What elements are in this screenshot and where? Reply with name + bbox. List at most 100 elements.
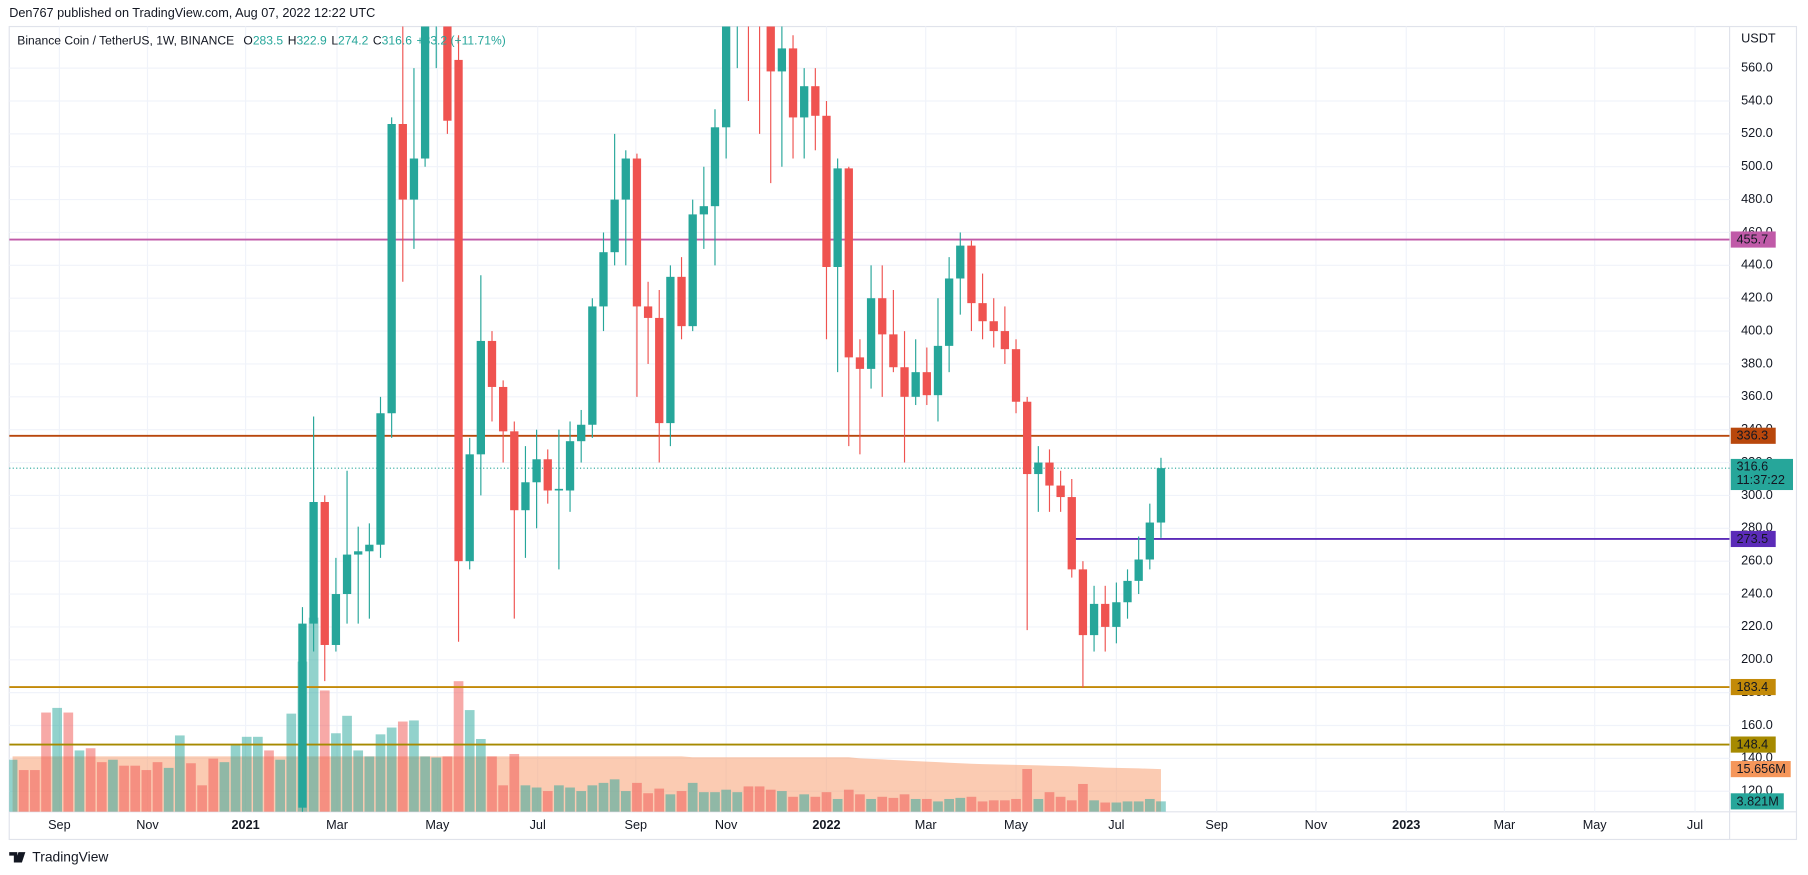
candle-body bbox=[309, 501, 318, 624]
volume-bar bbox=[174, 735, 185, 812]
level-label: 273.5 bbox=[1737, 532, 1769, 546]
x-tick-label: May bbox=[1004, 818, 1029, 832]
volume-bar bbox=[765, 789, 776, 812]
volume-bar bbox=[353, 750, 364, 812]
candle-body bbox=[1000, 331, 1010, 350]
publish-note: Den767 published on TradingView.com, Aug… bbox=[9, 6, 375, 20]
volume-bar bbox=[531, 787, 542, 812]
candle-body bbox=[510, 431, 519, 511]
volume-bar bbox=[598, 782, 609, 812]
volume-bar bbox=[554, 785, 564, 812]
ohlc-label: C bbox=[373, 34, 382, 48]
x-tick-label: Nov bbox=[136, 818, 159, 832]
candle-body bbox=[1101, 603, 1110, 627]
volume-bar bbox=[319, 690, 330, 812]
level-label: 455.7 bbox=[1737, 232, 1769, 246]
volume-bar bbox=[832, 798, 843, 812]
candle-body bbox=[1145, 522, 1154, 560]
y-tick-label: 200.0 bbox=[1741, 652, 1773, 666]
candle-body bbox=[632, 158, 642, 307]
level-label-box bbox=[1730, 231, 1776, 248]
volume-bar bbox=[933, 801, 943, 812]
x-tick-label: Jul bbox=[530, 818, 546, 832]
level-label-box bbox=[1730, 736, 1776, 753]
y-tick-label: 380.0 bbox=[1741, 356, 1773, 370]
volume-bar bbox=[9, 759, 18, 812]
candle-body bbox=[721, 26, 731, 128]
x-tick-label: Nov bbox=[715, 818, 738, 832]
volume-bar bbox=[977, 801, 988, 812]
candle-body bbox=[331, 594, 341, 645]
volume-bar bbox=[331, 733, 341, 812]
candle-body bbox=[498, 386, 508, 432]
candle-body bbox=[1023, 401, 1032, 475]
candle-body bbox=[1011, 349, 1021, 402]
volume-bar bbox=[163, 767, 174, 812]
candle-body bbox=[320, 501, 329, 645]
volume-bar bbox=[1122, 801, 1133, 812]
volume-bar bbox=[944, 798, 954, 812]
candle-body bbox=[398, 124, 407, 200]
candle-body bbox=[354, 551, 363, 555]
candle-body bbox=[688, 214, 697, 327]
candle-body bbox=[521, 482, 530, 511]
y-tick-label: 500.0 bbox=[1741, 159, 1773, 173]
candle-body bbox=[710, 127, 720, 207]
candle-body bbox=[565, 441, 575, 491]
y-tick-label: 360.0 bbox=[1741, 389, 1773, 403]
volume-bar bbox=[754, 786, 765, 812]
volume-bar bbox=[453, 681, 464, 812]
candle-body bbox=[588, 306, 597, 425]
level-label-box bbox=[1730, 530, 1776, 548]
volume-bar bbox=[364, 756, 375, 812]
countdown-label: 11:37:22 bbox=[1737, 473, 1785, 487]
candle-body bbox=[532, 459, 541, 483]
candle-body bbox=[978, 303, 987, 322]
candle-body bbox=[387, 124, 396, 414]
candle-body bbox=[833, 168, 842, 267]
volume-bar bbox=[186, 763, 196, 812]
volume-bar bbox=[988, 800, 999, 812]
volume-bar bbox=[542, 791, 553, 812]
horizontal-levels bbox=[9, 238, 1730, 746]
level-label: 183.4 bbox=[1737, 680, 1769, 694]
level-label-box bbox=[1730, 678, 1776, 696]
volume-bar bbox=[565, 787, 575, 812]
low-value: 274.2 bbox=[338, 34, 369, 48]
candle-body bbox=[889, 334, 898, 368]
candle-body bbox=[878, 298, 887, 335]
volume-bar bbox=[676, 791, 687, 812]
volume-bar bbox=[888, 797, 899, 812]
volume-bar bbox=[119, 765, 129, 812]
volume-bar bbox=[609, 779, 620, 812]
volume-bar bbox=[1111, 802, 1122, 812]
candle-body bbox=[900, 367, 909, 397]
ohlc-label: O bbox=[243, 34, 252, 48]
candle-body bbox=[1089, 603, 1099, 636]
candle-body bbox=[1112, 602, 1121, 627]
candle-body bbox=[1045, 462, 1054, 486]
candle-body bbox=[1067, 497, 1076, 570]
last-price-box bbox=[1730, 458, 1794, 491]
x-tick-label: May bbox=[425, 818, 450, 832]
candle-body bbox=[643, 306, 653, 318]
candle-body bbox=[599, 252, 608, 307]
volume-bar bbox=[275, 759, 286, 812]
volume-bar bbox=[732, 792, 743, 812]
volume-bar bbox=[810, 796, 821, 812]
volume-bar bbox=[442, 756, 453, 812]
y-tick-label: 420.0 bbox=[1741, 291, 1773, 305]
level-label: 148.4 bbox=[1737, 737, 1769, 751]
candle-body bbox=[420, 26, 430, 159]
volume-bar bbox=[63, 712, 74, 812]
candle-body bbox=[844, 168, 853, 358]
volume-bar bbox=[877, 796, 888, 812]
y-tick-label: 300.0 bbox=[1741, 488, 1773, 502]
candle-body bbox=[655, 317, 664, 424]
candle-body bbox=[822, 115, 831, 267]
x-tick-label: Sep bbox=[48, 818, 71, 832]
brand-logo: TradingView bbox=[9, 849, 109, 865]
volume-bar bbox=[431, 757, 442, 812]
volume-bar bbox=[520, 785, 531, 812]
